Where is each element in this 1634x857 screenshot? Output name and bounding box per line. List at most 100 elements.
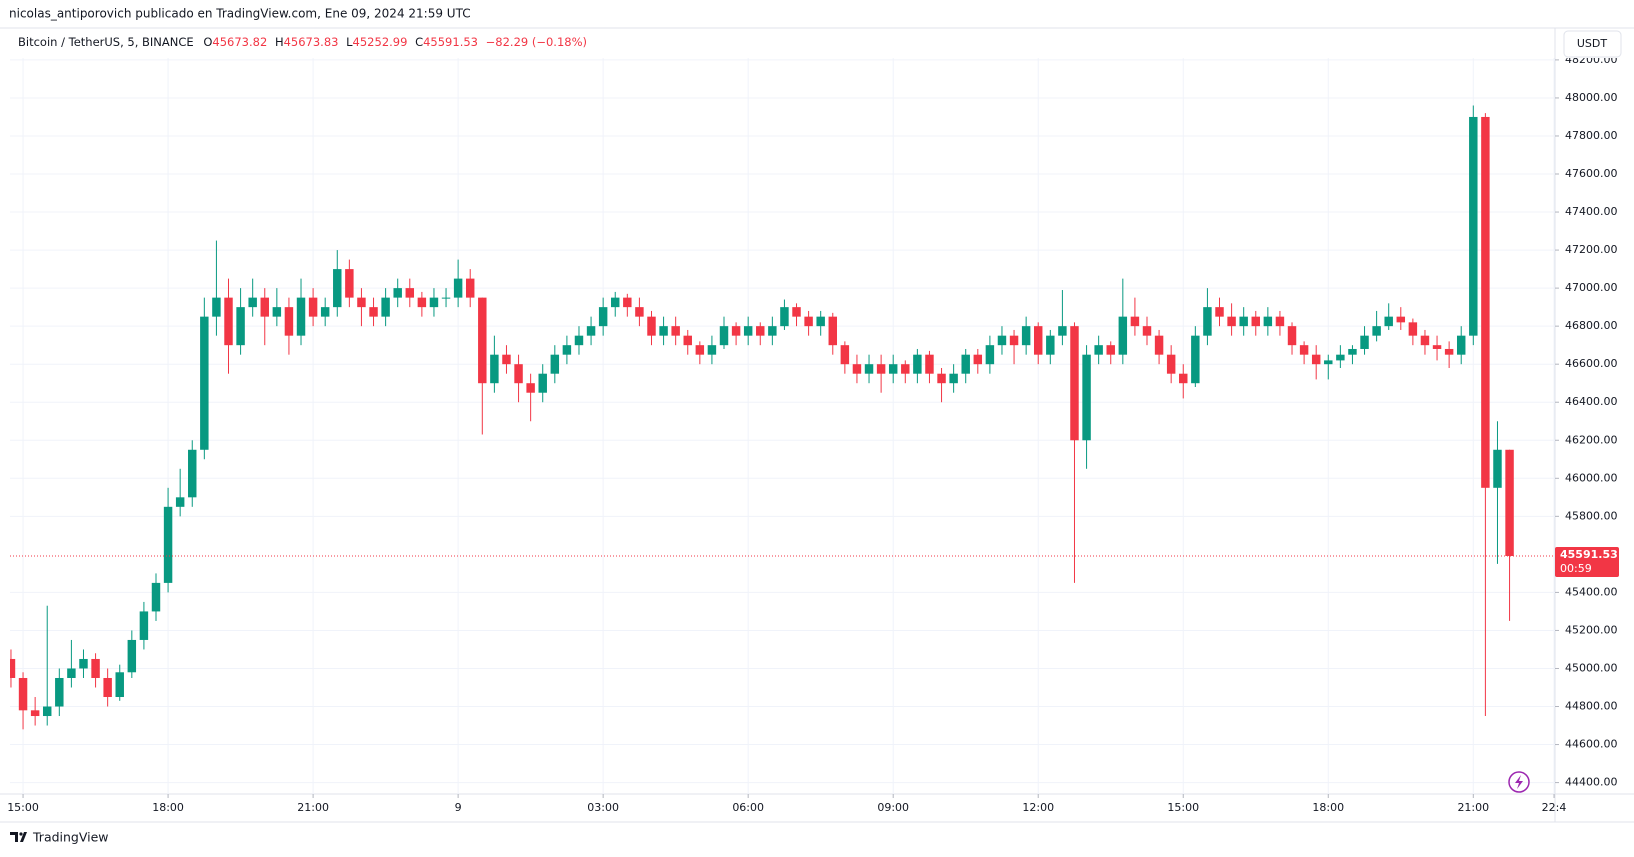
candle-body bbox=[1203, 307, 1212, 336]
y-axis: 44400.00 44600.00 44800.00 45000.00 45200.00… bbox=[1555, 53, 1618, 789]
candle-body bbox=[1251, 316, 1260, 327]
candle-body bbox=[1336, 354, 1345, 361]
candle-body bbox=[188, 449, 197, 498]
candle-body bbox=[1154, 335, 1164, 355]
candle-body bbox=[502, 354, 511, 365]
y-tick-label: 44800.00 bbox=[1565, 700, 1618, 713]
candle-body bbox=[1505, 449, 1514, 556]
y-tick-label: 47200.00 bbox=[1565, 243, 1618, 256]
candle-body bbox=[985, 345, 995, 365]
candle-body bbox=[369, 307, 378, 317]
candle-body bbox=[465, 278, 475, 298]
candle-body bbox=[804, 316, 813, 327]
candle-body bbox=[913, 354, 922, 374]
candle-body bbox=[163, 506, 173, 583]
candle-body bbox=[925, 354, 934, 374]
candle-body bbox=[1408, 322, 1418, 336]
candle-body bbox=[79, 658, 88, 669]
candle-body bbox=[381, 297, 390, 317]
candle-body bbox=[1396, 316, 1406, 323]
x-axis: 15:00 18:00 21:00 9 03:00 06:00 09:00 12:00 15:0… bbox=[7, 794, 1566, 814]
candle-body bbox=[441, 297, 451, 299]
candle-body bbox=[997, 335, 1007, 346]
candle-body bbox=[1311, 354, 1321, 365]
y-tick-label: 48200.00 bbox=[1565, 53, 1618, 66]
candle-body bbox=[828, 316, 838, 346]
x-tick-label: 18:00 bbox=[152, 801, 184, 814]
candle-body bbox=[1444, 348, 1454, 355]
candle-body bbox=[1021, 326, 1031, 346]
candle-body bbox=[1082, 354, 1091, 441]
l-label: L bbox=[346, 35, 353, 49]
currency[interactable]: USDT bbox=[1577, 37, 1608, 50]
candle-body bbox=[1372, 326, 1381, 336]
candle-body bbox=[127, 639, 137, 673]
candle-body bbox=[768, 326, 777, 336]
c-value: 45591.53 bbox=[423, 35, 478, 49]
x-tick-label: 22:4 bbox=[1542, 801, 1567, 814]
candle-body bbox=[296, 297, 306, 336]
candle-body bbox=[1324, 360, 1333, 365]
candle-body bbox=[671, 326, 680, 336]
candle-body bbox=[792, 307, 801, 317]
candle-body bbox=[272, 307, 282, 317]
legend: Bitcoin / TetherUS, 5, BINANCE O45673.82… bbox=[18, 35, 587, 49]
currency-button[interactable] bbox=[1563, 30, 1622, 58]
y-tick-label: 45800.00 bbox=[1565, 509, 1618, 522]
candle-body bbox=[1287, 326, 1297, 346]
candle-body bbox=[236, 307, 245, 346]
countdown: 00:59 bbox=[1560, 562, 1592, 575]
candle-body bbox=[357, 297, 366, 308]
candle-body bbox=[115, 672, 124, 698]
candle-body bbox=[30, 710, 40, 717]
candle-body bbox=[852, 364, 862, 374]
candle-body bbox=[574, 335, 584, 346]
candle-body bbox=[562, 345, 572, 355]
candle-body bbox=[103, 677, 112, 698]
x-tick-label: 18:00 bbox=[1312, 801, 1344, 814]
y-tick-label: 44400.00 bbox=[1565, 776, 1618, 789]
candle-body bbox=[514, 364, 523, 384]
candle-body bbox=[1469, 116, 1478, 336]
candle-body bbox=[345, 269, 354, 298]
candle-body bbox=[780, 307, 789, 327]
x-tick-label: 15:00 bbox=[1167, 801, 1199, 814]
candle-body bbox=[490, 354, 499, 384]
x-tick-label: 06:00 bbox=[732, 801, 764, 814]
candle-body bbox=[393, 288, 402, 298]
y-tick-label: 44600.00 bbox=[1565, 738, 1618, 751]
candle-body bbox=[429, 297, 439, 308]
attribution: nicolas_antiporovich publicado en Tradin… bbox=[9, 7, 471, 21]
candle-body bbox=[1493, 449, 1502, 488]
y-tick-label: 48000.00 bbox=[1565, 91, 1618, 104]
y-tick-label: 45000.00 bbox=[1565, 661, 1618, 674]
y-tick-label: 46000.00 bbox=[1565, 471, 1618, 484]
candle-body bbox=[707, 345, 717, 355]
x-tick-label: 9 bbox=[455, 801, 462, 814]
logo bbox=[10, 832, 27, 842]
candle-body bbox=[1118, 316, 1128, 355]
alert-icon[interactable] bbox=[1508, 771, 1530, 793]
candle-body bbox=[91, 658, 100, 678]
candle-body bbox=[151, 582, 161, 612]
candle-body bbox=[200, 316, 209, 450]
candle-body bbox=[1106, 345, 1115, 355]
symbol: Bitcoin / TetherUS, 5, BINANCE bbox=[18, 35, 194, 49]
candle-body bbox=[1456, 335, 1466, 355]
candle-body bbox=[538, 373, 547, 393]
o-label: O bbox=[203, 35, 212, 49]
candle-body bbox=[212, 297, 221, 317]
candle-body bbox=[1481, 116, 1490, 488]
candle-body bbox=[224, 297, 233, 346]
candle-body bbox=[10, 658, 16, 678]
candle-body bbox=[695, 345, 705, 355]
x-tick-label: 12:00 bbox=[1022, 801, 1054, 814]
brand: TradingView bbox=[32, 830, 109, 845]
candle-body bbox=[1179, 373, 1188, 384]
candle-body bbox=[550, 354, 560, 374]
candle-body bbox=[756, 326, 765, 336]
candle-body bbox=[1239, 316, 1248, 327]
candle-body bbox=[1070, 326, 1079, 441]
y-tick-label: 47400.00 bbox=[1565, 205, 1618, 218]
candle-body bbox=[937, 373, 946, 384]
